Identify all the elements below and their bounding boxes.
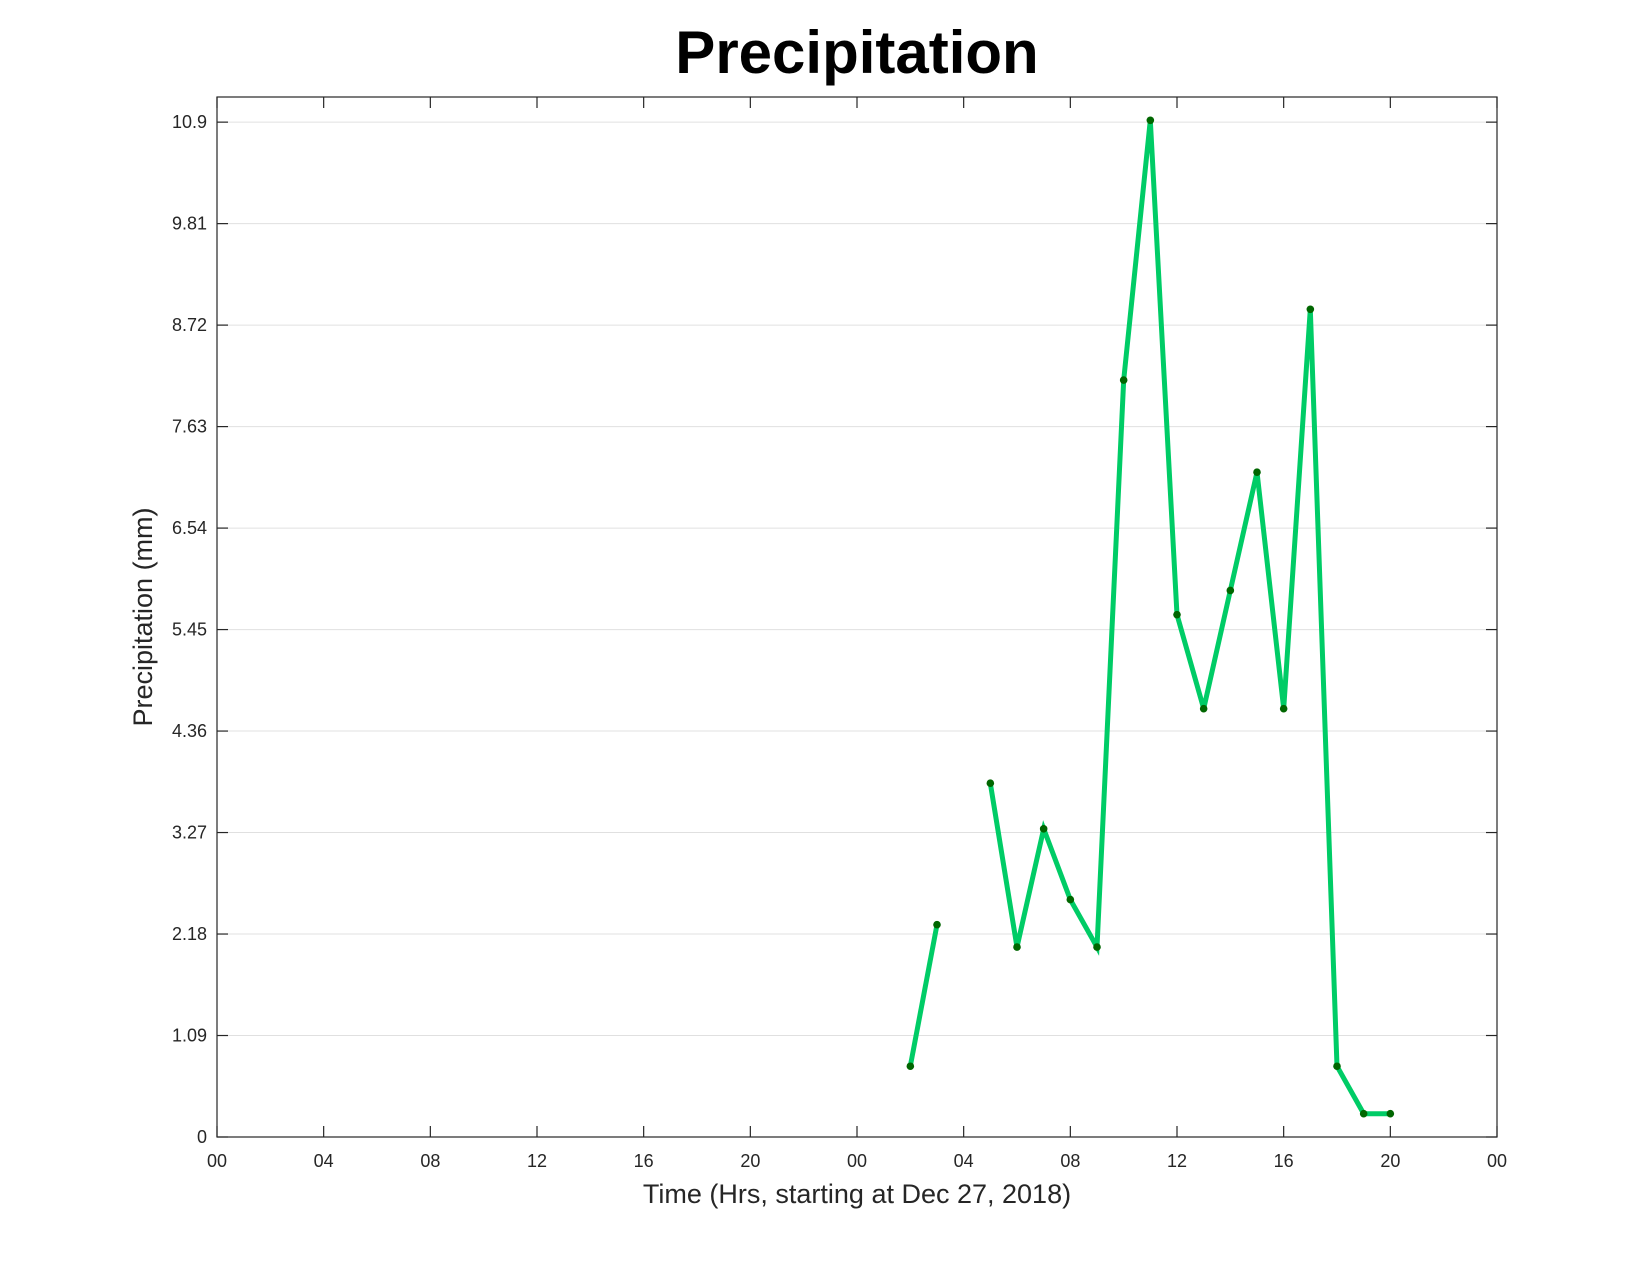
data-point (1253, 468, 1261, 477)
y-tick-label: 4.36 (172, 721, 207, 741)
data-point (933, 920, 941, 929)
data-point (1066, 895, 1075, 904)
y-tick-label: 1.09 (172, 1026, 207, 1046)
x-tick-label: 00 (847, 1151, 867, 1171)
x-tick-label: 16 (634, 1151, 654, 1171)
series-line (907, 120, 1391, 1117)
grid-lines (217, 121, 1497, 1037)
data-point (1333, 1062, 1341, 1071)
x-tick-label: 20 (740, 1151, 760, 1171)
series-line-segment (987, 120, 1391, 1117)
y-tick-label: 10.9 (172, 112, 207, 132)
data-point (1386, 1109, 1395, 1118)
y-tick-label: 5.45 (172, 620, 207, 640)
data-point (1306, 305, 1315, 314)
x-tick-label: 16 (1274, 1151, 1294, 1171)
x-tick-label: 04 (314, 1151, 334, 1171)
x-axis-tick-labels: 00 04 08 12 16 20 00 04 08 12 16 20 00 (207, 1151, 1507, 1171)
axis-ticks (216, 97, 1498, 1138)
y-tick-label: 7.63 (172, 417, 207, 437)
y-tick-label: 8.72 (172, 315, 207, 335)
x-tick-label: 08 (420, 1151, 440, 1171)
x-tick-label: 00 (1487, 1151, 1507, 1171)
data-point (1279, 704, 1288, 713)
y-tick-label: 2.18 (172, 924, 207, 944)
x-tick-label: 04 (954, 1151, 974, 1171)
y-tick-label: 6.54 (172, 518, 207, 538)
y-tick-label: 9.81 (172, 214, 207, 234)
y-tick-label: 0 (197, 1127, 207, 1147)
data-point (1039, 825, 1048, 833)
series-line-segment (907, 924, 940, 1067)
data-point (1013, 943, 1021, 951)
series-markers (906, 116, 1395, 1118)
y-axis-label: Precipitation (mm) (128, 507, 158, 726)
data-point (1359, 1109, 1368, 1118)
data-point (1173, 610, 1181, 619)
y-tick-label: 3.27 (172, 823, 207, 843)
plot-area (216, 96, 1498, 1138)
x-tick-label: 20 (1380, 1151, 1400, 1171)
data-point (1093, 943, 1101, 951)
data-point (1199, 704, 1208, 713)
x-tick-label: 12 (1167, 1151, 1187, 1171)
x-tick-label: 00 (207, 1151, 227, 1171)
x-tick-label: 12 (527, 1151, 547, 1171)
y-axis-tick-labels: 0 1.09 2.18 3.27 4.36 5.45 6.54 7.63 8.72 9.81 10.… (172, 112, 207, 1147)
chart-title: Precipitation (675, 19, 1039, 86)
data-point (986, 779, 995, 787)
data-point (1146, 116, 1155, 125)
data-point (1226, 586, 1235, 595)
data-point (906, 1062, 915, 1071)
data-point (1119, 376, 1128, 384)
x-tick-label: 08 (1060, 1151, 1080, 1171)
x-axis-label: Time (Hrs, starting at Dec 27, 2018) (643, 1179, 1071, 1209)
